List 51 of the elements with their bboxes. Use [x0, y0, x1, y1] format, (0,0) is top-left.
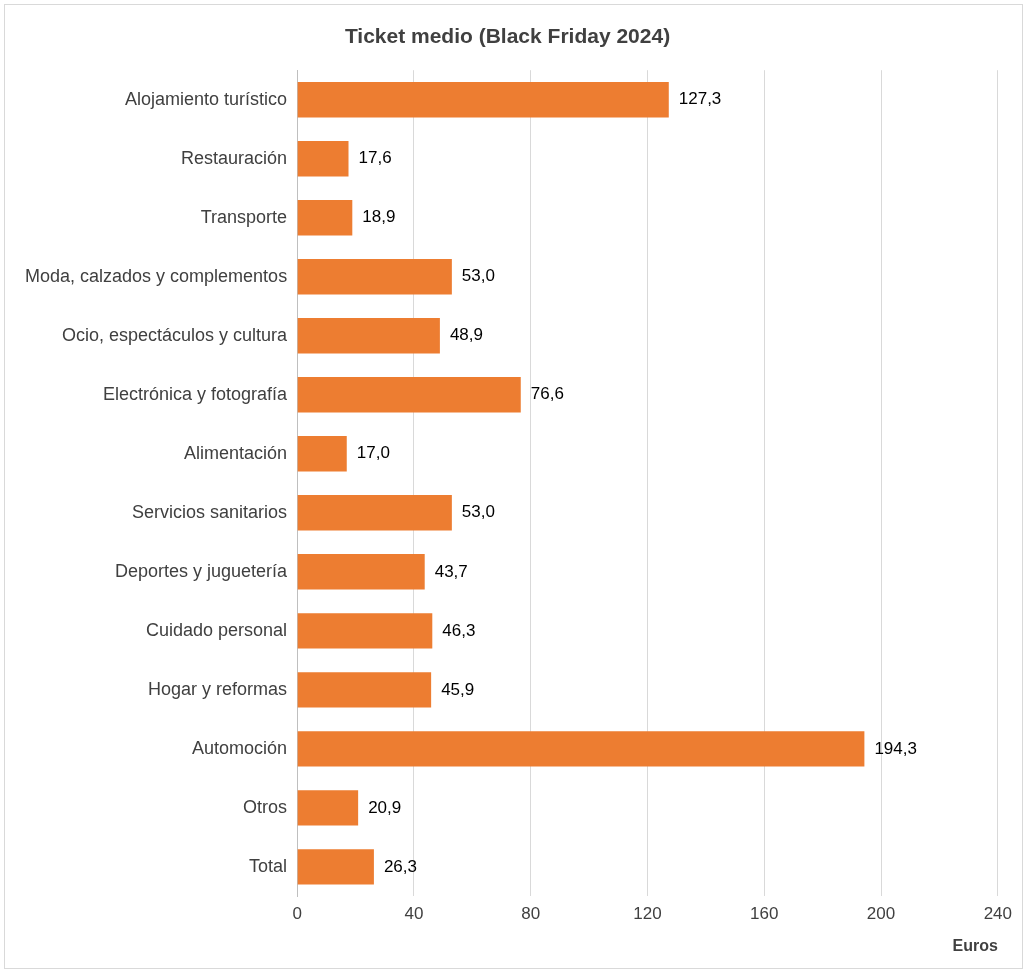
y-tick-label: Transporte	[200, 206, 288, 227]
data-label: 46,3	[442, 620, 476, 640]
y-tick-label: Total	[249, 855, 288, 876]
y-tick-label: Servicios sanitarios	[132, 501, 288, 522]
bar	[297, 790, 359, 826]
data-label: 18,9	[362, 207, 396, 227]
data-label: 17,0	[356, 443, 390, 463]
chart-title: Ticket medio (Black Friday 2024)	[344, 24, 671, 48]
data-label: 45,9	[441, 679, 475, 699]
data-label: 194,3	[874, 738, 917, 758]
y-tick-label: Automoción	[192, 737, 288, 758]
y-tick-label: Restauración	[181, 147, 288, 168]
bar	[297, 672, 432, 708]
data-label: 53,0	[461, 502, 495, 522]
x-tick-label: 40	[404, 904, 424, 924]
data-label: 17,6	[358, 148, 392, 168]
y-tick-label: Ocio, espectáculos y cultura	[62, 324, 289, 345]
x-tick-label: 0	[292, 904, 302, 924]
y-tick-label: Electrónica y fotografía	[103, 383, 289, 404]
y-tick-label: Alimentación	[184, 442, 288, 463]
bar	[297, 613, 433, 649]
bar	[297, 377, 521, 413]
y-tick-label: Otros	[243, 796, 288, 817]
y-tick-label: Hogar y reformas	[148, 678, 288, 699]
x-axis-title: Euros	[952, 936, 998, 954]
data-label: 20,9	[368, 797, 402, 817]
x-tick-label: 240	[983, 904, 1013, 924]
y-tick-label: Cuidado personal	[146, 619, 288, 640]
bar	[297, 436, 347, 472]
bar	[297, 495, 452, 531]
data-label: 48,9	[449, 325, 483, 345]
data-label: 127,3	[678, 89, 722, 109]
y-tick-label: Alojamiento turístico	[125, 88, 288, 109]
bar	[297, 141, 349, 177]
bar	[297, 259, 452, 295]
data-label: 76,6	[530, 384, 564, 404]
bar	[297, 200, 353, 236]
data-label: 53,0	[461, 266, 495, 286]
bar	[297, 554, 425, 590]
bar	[297, 849, 374, 885]
y-tick-label: Moda, calzados y complementos	[25, 265, 288, 286]
x-tick-label: 80	[521, 904, 541, 924]
data-label: 26,3	[383, 856, 417, 876]
x-tick-label: 200	[866, 904, 896, 924]
bar	[297, 318, 440, 354]
bar	[297, 731, 865, 767]
x-tick-label: 160	[750, 904, 779, 924]
x-tick-label: 120	[633, 904, 662, 924]
y-tick-label: Deportes y juguetería	[115, 560, 289, 581]
bar	[297, 82, 669, 118]
data-label: 43,7	[434, 561, 468, 581]
